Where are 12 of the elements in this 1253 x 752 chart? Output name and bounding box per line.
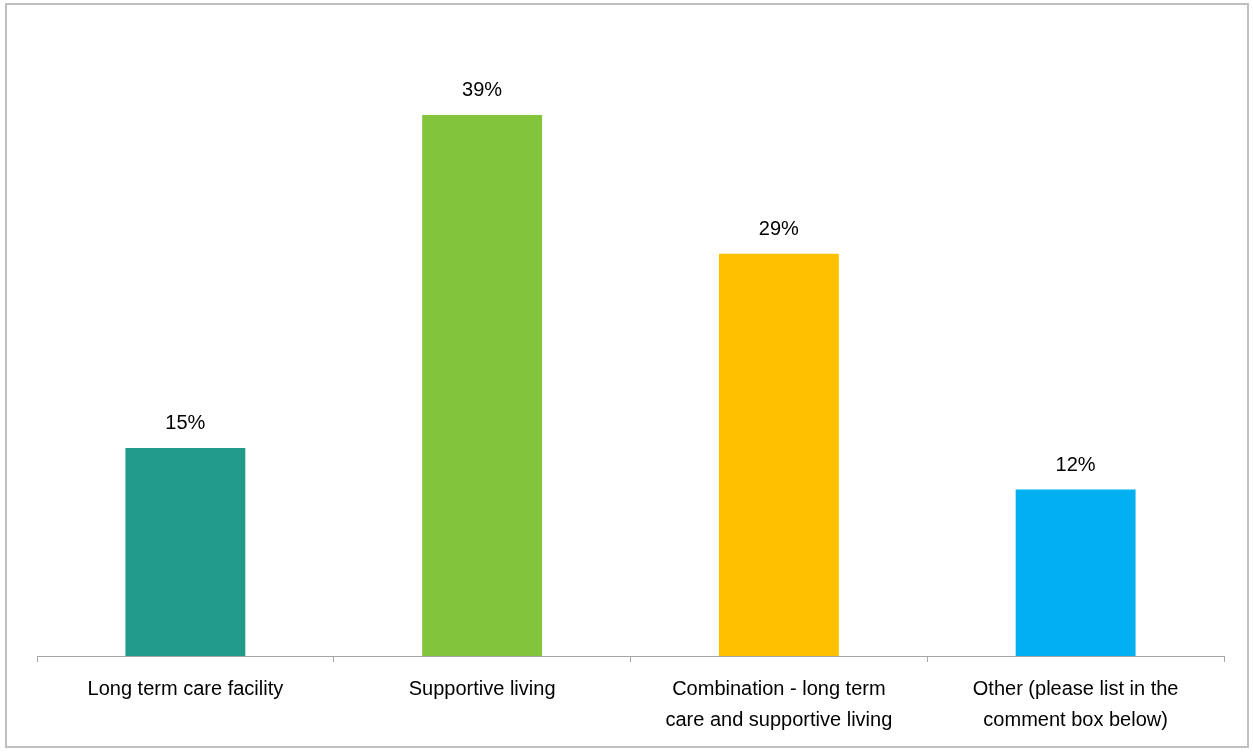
bar: [718, 253, 839, 656]
data-label: 39%: [462, 78, 503, 101]
x-tick-label: Supportive living: [408, 677, 556, 700]
data-label: 12%: [1055, 453, 1096, 476]
bar: [1015, 489, 1136, 656]
bar: [422, 114, 543, 656]
bar: [125, 447, 246, 656]
x-tick-label: Long term care facility: [87, 677, 284, 700]
data-label: 15%: [165, 411, 206, 434]
x-tick-label: Other (please list in the comment box below): [972, 677, 1179, 731]
data-label: 29%: [758, 217, 800, 240]
x-tick-label: Combination - long term care and supportive living: [665, 677, 893, 731]
